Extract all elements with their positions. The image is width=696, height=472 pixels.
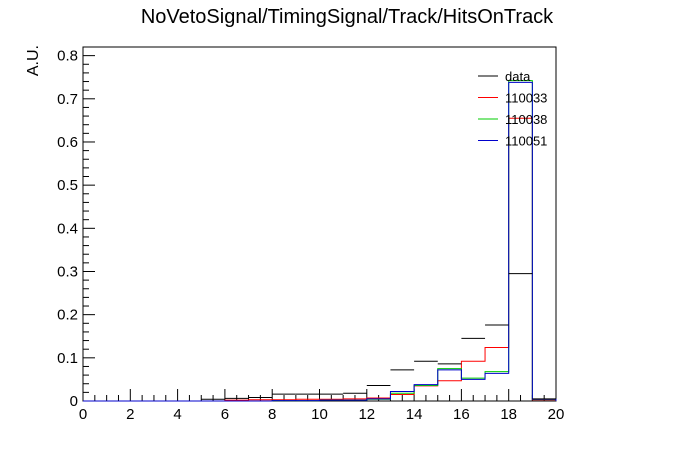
series-points-data bbox=[201, 273, 556, 400]
x-tick-label: 0 bbox=[79, 406, 87, 423]
legend-label-data: data bbox=[505, 69, 531, 84]
y-axis-label: A.U. bbox=[25, 45, 42, 76]
x-tick-label: 8 bbox=[268, 406, 276, 423]
y-tick-label: 0.7 bbox=[57, 91, 78, 108]
x-tick-label: 2 bbox=[126, 406, 134, 423]
y-tick-label: 0.1 bbox=[57, 350, 78, 367]
y-tick-label: 0 bbox=[70, 393, 78, 410]
legend-label-110038: 110038 bbox=[505, 112, 547, 127]
legend-label-110033: 110033 bbox=[505, 91, 547, 106]
x-tick-label: 6 bbox=[221, 406, 229, 423]
x-tick-label: 12 bbox=[358, 406, 375, 423]
y-tick-label: 0.3 bbox=[57, 263, 78, 280]
plot-area: 0 2 4 6 8 10 12 14 16 18 20 0 0.1 0.2 0.3 0.4 0.5 0.6 0.7 0… bbox=[57, 46, 565, 423]
y-tick-label: 0.6 bbox=[57, 134, 78, 151]
y-tick-label: 0.4 bbox=[57, 220, 78, 237]
series-line-110051 bbox=[83, 81, 557, 402]
x-tick-label: 18 bbox=[500, 406, 517, 423]
x-tick-label: 20 bbox=[548, 406, 565, 423]
y-tick-label: 0.5 bbox=[57, 177, 78, 194]
y-tick-label: 0.8 bbox=[57, 48, 78, 65]
chart-title: NoVetoSignal/TimingSignal/Track/HitsOnTr… bbox=[141, 6, 554, 28]
legend: data 110033 110038 110051 bbox=[478, 69, 547, 149]
y-tick-label: 0.2 bbox=[57, 307, 78, 324]
x-tick-label: 4 bbox=[173, 406, 181, 423]
x-tick-label: 10 bbox=[311, 406, 328, 423]
legend-label-110051: 110051 bbox=[505, 134, 547, 149]
x-tick-label: 16 bbox=[453, 406, 470, 423]
x-tick-label: 14 bbox=[406, 406, 423, 423]
